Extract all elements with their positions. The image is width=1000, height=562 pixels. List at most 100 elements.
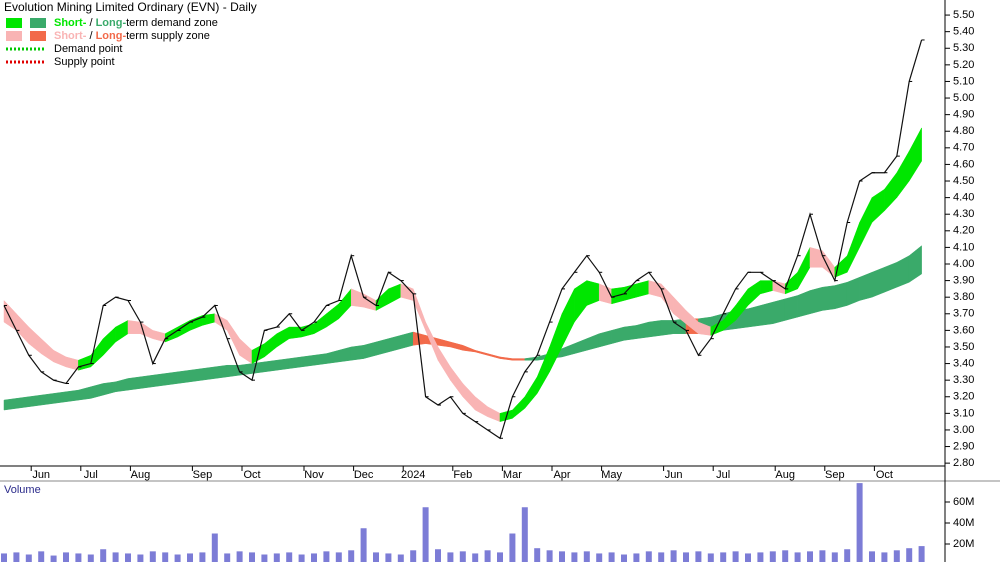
long-term-zone bbox=[264, 359, 278, 373]
long-term-zone bbox=[375, 338, 389, 356]
long-term-zone bbox=[487, 353, 501, 359]
y-tick-label: 4.40 bbox=[953, 192, 974, 204]
x-tick-label: May bbox=[601, 469, 622, 481]
short-term-zone bbox=[115, 320, 129, 343]
legend-label: Short- / Long-term demand zone bbox=[54, 17, 218, 29]
x-tick-label: Feb bbox=[453, 469, 472, 481]
x-tick-label: Sep bbox=[825, 469, 845, 481]
volume-tick-label: 40M bbox=[953, 517, 974, 529]
short-term-zone bbox=[747, 280, 761, 307]
short-term-zone bbox=[264, 333, 278, 358]
legend-text: / bbox=[86, 17, 95, 29]
long-term-zone bbox=[784, 295, 798, 321]
legend-text: Long- bbox=[96, 30, 127, 42]
long-term-zone bbox=[648, 320, 662, 338]
volume-bar bbox=[75, 553, 82, 562]
short-term-zone bbox=[561, 288, 575, 348]
volume-bar bbox=[893, 550, 900, 562]
y-tick-label: 3.10 bbox=[953, 407, 974, 419]
volume-bar bbox=[286, 552, 293, 562]
volume-bar bbox=[1, 553, 7, 562]
x-tick-label: Nov bbox=[304, 469, 324, 481]
volume-bar bbox=[645, 551, 652, 562]
volume-bar bbox=[50, 555, 57, 562]
volume-bar bbox=[397, 554, 404, 562]
x-tick-label: Oct bbox=[243, 469, 260, 481]
volume-bar bbox=[360, 528, 367, 562]
x-tick-label: Jul bbox=[84, 469, 98, 481]
volume-bar bbox=[608, 552, 615, 562]
long-term-zone bbox=[772, 298, 786, 325]
x-tick-label: Dec bbox=[354, 469, 374, 481]
x-tick-label: Apr bbox=[553, 469, 570, 481]
volume-bar bbox=[236, 551, 243, 562]
long-term-zone bbox=[388, 335, 402, 353]
volume-bar bbox=[869, 551, 875, 562]
long-term-zone bbox=[660, 320, 674, 336]
x-tick-label: 2024 bbox=[401, 469, 425, 481]
long-term-zone bbox=[574, 338, 588, 354]
short-term-zone bbox=[326, 303, 340, 328]
volume-bar bbox=[63, 552, 69, 562]
x-tick-label: Jul bbox=[716, 469, 730, 481]
volume-bar bbox=[13, 552, 20, 562]
legend-swatch bbox=[6, 18, 22, 28]
legend-text: term supply zone bbox=[126, 30, 210, 42]
long-term-zone bbox=[611, 326, 625, 344]
short-term-zone bbox=[437, 346, 451, 382]
volume-bar bbox=[373, 552, 379, 562]
x-tick-label: Jun bbox=[32, 469, 50, 481]
x-tick-label: Oct bbox=[876, 469, 893, 481]
legend-label: Supply point bbox=[54, 56, 115, 68]
long-term-zone bbox=[474, 349, 488, 356]
plot-area bbox=[3, 39, 925, 440]
volume-bar bbox=[844, 549, 851, 562]
volume-bar bbox=[385, 553, 392, 562]
volume-bar bbox=[497, 552, 503, 562]
long-term-zone bbox=[350, 345, 364, 361]
long-term-zone bbox=[884, 261, 898, 293]
volume-bar bbox=[509, 533, 516, 562]
x-tick-label: Mar bbox=[503, 469, 522, 481]
y-tick-label: 2.80 bbox=[953, 457, 974, 469]
long-term-zone bbox=[189, 368, 203, 383]
long-term-zone bbox=[288, 356, 302, 369]
short-term-zone bbox=[65, 356, 79, 371]
short-term-zone bbox=[239, 338, 253, 365]
volume-label: Volume bbox=[4, 484, 41, 496]
long-term-zone bbox=[834, 281, 848, 310]
volume-bar bbox=[137, 554, 144, 562]
short-term-zone bbox=[28, 326, 42, 355]
y-tick-label: 2.90 bbox=[953, 440, 974, 452]
long-term-zone bbox=[102, 381, 116, 396]
volume-bar bbox=[906, 548, 913, 562]
volume-bar bbox=[410, 550, 417, 562]
short-term-zone bbox=[102, 326, 116, 356]
long-term-zone bbox=[561, 343, 575, 358]
y-tick-label: 4.70 bbox=[953, 142, 974, 154]
y-tick-label: 3.80 bbox=[953, 291, 974, 303]
short-term-zone bbox=[462, 382, 476, 411]
long-term-zone bbox=[462, 344, 476, 353]
long-term-zone bbox=[276, 358, 290, 371]
short-term-zone bbox=[859, 197, 873, 248]
volume-bar bbox=[472, 553, 479, 562]
y-tick-label: 3.00 bbox=[953, 424, 974, 436]
legend-swatch bbox=[30, 31, 46, 41]
short-term-zone bbox=[908, 127, 922, 182]
volume-bar bbox=[782, 550, 789, 562]
long-term-zone bbox=[127, 376, 141, 391]
short-term-zone bbox=[536, 346, 550, 395]
short-term-zone bbox=[524, 375, 538, 410]
short-term-zone bbox=[586, 280, 600, 306]
volume-bar bbox=[856, 483, 863, 562]
volume-bar bbox=[311, 553, 317, 562]
long-term-zone bbox=[90, 383, 104, 399]
long-term-zone bbox=[40, 393, 54, 406]
y-tick-label: 5.50 bbox=[953, 9, 974, 21]
volume-bar bbox=[571, 552, 578, 562]
volume-bar bbox=[249, 552, 255, 562]
volume-bar bbox=[112, 552, 119, 562]
volume-bar bbox=[831, 552, 838, 562]
